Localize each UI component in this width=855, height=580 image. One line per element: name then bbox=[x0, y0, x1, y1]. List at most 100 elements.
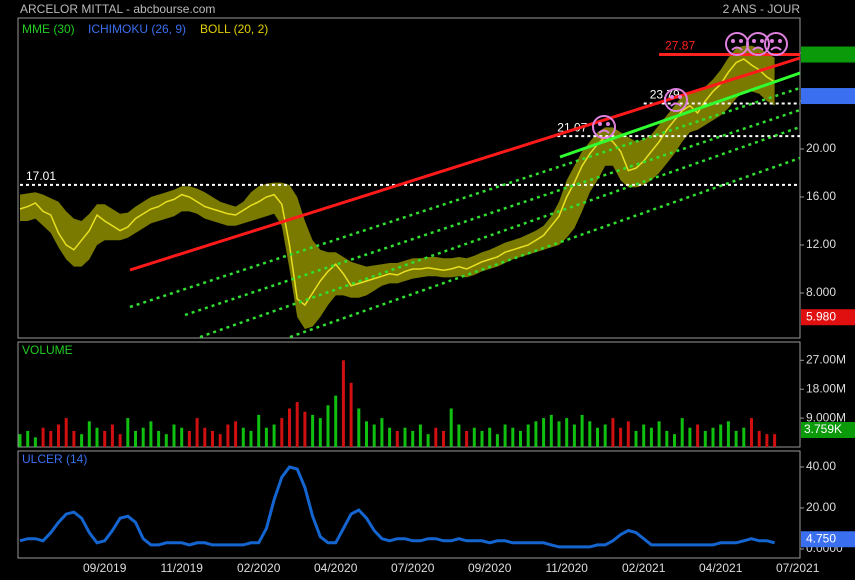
last-value-label: 3.759K bbox=[804, 422, 842, 436]
volume-bar bbox=[318, 418, 322, 447]
volume-bar bbox=[711, 427, 715, 447]
volume-bar bbox=[295, 402, 299, 447]
legend-entry: BOLL (20, 2) bbox=[200, 22, 268, 36]
y-tick-label: 20.00 bbox=[806, 141, 836, 155]
last-value-box bbox=[801, 422, 855, 438]
period: 2 ANS - JOUR bbox=[723, 2, 801, 16]
volume-bar bbox=[272, 424, 276, 447]
y-tick-label: 16.00 bbox=[806, 189, 836, 203]
volume-bar bbox=[488, 427, 492, 447]
volume-bar bbox=[311, 414, 315, 447]
volume-bar bbox=[64, 418, 68, 447]
volume-bar bbox=[18, 434, 22, 447]
last-value-box bbox=[801, 309, 855, 326]
bollinger-band bbox=[20, 45, 775, 330]
trend-line bbox=[199, 125, 801, 339]
volume-bar bbox=[33, 437, 37, 447]
volume-bar bbox=[511, 427, 515, 447]
volume-bar bbox=[642, 424, 646, 447]
volume-bar bbox=[434, 427, 438, 447]
volume-bar bbox=[334, 395, 338, 447]
x-tick-label: 02/2021 bbox=[622, 561, 666, 575]
volume-bar bbox=[465, 430, 469, 447]
volume-bar bbox=[703, 430, 707, 447]
volume-bar bbox=[372, 424, 376, 447]
last-value-label: 4.750 bbox=[806, 531, 836, 545]
last-value-box bbox=[801, 88, 855, 105]
volume-bar bbox=[649, 427, 653, 447]
volume-bar bbox=[288, 408, 291, 447]
volume-bar bbox=[750, 418, 753, 447]
volume-bar bbox=[588, 421, 592, 447]
y-tick-label: 8.000 bbox=[806, 285, 836, 299]
volume-bar bbox=[264, 427, 268, 447]
volume-bar bbox=[688, 427, 692, 447]
level-label: 21.07 bbox=[557, 120, 587, 134]
volume-bar bbox=[211, 430, 214, 447]
last-value-box bbox=[801, 531, 855, 548]
volume-bar bbox=[72, 430, 76, 447]
volume-bar bbox=[449, 408, 453, 447]
volume-bar bbox=[172, 424, 176, 447]
volume-bar bbox=[503, 424, 507, 447]
chart-title: ARCELOR MITTAL - abcbourse.com bbox=[20, 2, 215, 16]
y-tick-label: 20.00 bbox=[806, 500, 836, 514]
trend-line bbox=[129, 86, 801, 309]
volume-bar bbox=[673, 434, 676, 447]
last-value-label: 5.980 bbox=[806, 309, 836, 323]
volume-bar bbox=[765, 434, 769, 447]
volume-bar bbox=[596, 427, 599, 447]
volume-bar bbox=[241, 427, 245, 447]
volume-bar bbox=[249, 430, 253, 447]
volume-bar bbox=[757, 430, 761, 447]
volume-bar bbox=[734, 430, 738, 447]
volume-bar bbox=[149, 421, 153, 447]
volume-bar bbox=[87, 421, 91, 447]
volume-bar bbox=[388, 427, 392, 447]
volume-bar bbox=[126, 418, 130, 447]
x-tick-label: 09/2019 bbox=[83, 561, 127, 575]
price-panel bbox=[17, 17, 801, 339]
volume-bar bbox=[680, 418, 684, 447]
ulcer-line bbox=[19, 465, 775, 549]
volume-bar bbox=[280, 418, 284, 447]
panel-title: VOLUME bbox=[22, 343, 73, 357]
volume-bar bbox=[565, 418, 569, 447]
label-layer: MME (30) ICHIMOKU (26, 9) BOLL (20, 2) 5.98… bbox=[22, 22, 855, 548]
volume-bar bbox=[326, 405, 330, 447]
level-label: 17.01 bbox=[26, 169, 56, 183]
volume-bar bbox=[80, 434, 84, 447]
volume-bar bbox=[526, 424, 530, 447]
volume-bar bbox=[234, 421, 238, 447]
volume-bar bbox=[480, 430, 484, 447]
last-value-box bbox=[801, 46, 855, 63]
volume-bar bbox=[634, 430, 638, 447]
volume-bar bbox=[157, 430, 161, 447]
volume-bar bbox=[303, 411, 307, 447]
volume-bar bbox=[619, 427, 623, 447]
volume-bar bbox=[134, 430, 137, 447]
volume-bar bbox=[180, 427, 184, 447]
sad-face bbox=[664, 88, 688, 112]
x-tick-label: 04/2020 bbox=[314, 561, 358, 575]
sad-face bbox=[764, 32, 788, 56]
volume-bar bbox=[696, 424, 700, 447]
sad-face bbox=[746, 32, 770, 56]
volume-bar bbox=[411, 430, 415, 447]
trend-line bbox=[289, 156, 801, 339]
volume-bar bbox=[495, 434, 499, 447]
x-tick-label: 07/2021 bbox=[776, 561, 820, 575]
plot-layer: 17.0121.0723.7927.878.00012.0016.0020.00… bbox=[18, 39, 846, 575]
volume-bar bbox=[57, 424, 60, 447]
volume-bar bbox=[472, 427, 476, 447]
volume-bar bbox=[164, 434, 168, 447]
ulcer-panel bbox=[17, 450, 801, 559]
price-line bbox=[19, 58, 775, 307]
volume-bar bbox=[418, 424, 422, 447]
y-tick-label: 40.00 bbox=[806, 459, 836, 473]
volume-bar bbox=[403, 427, 407, 447]
x-tick-label: 11/2020 bbox=[545, 561, 588, 575]
volume-bar bbox=[572, 424, 576, 447]
volume-bar bbox=[218, 434, 222, 447]
